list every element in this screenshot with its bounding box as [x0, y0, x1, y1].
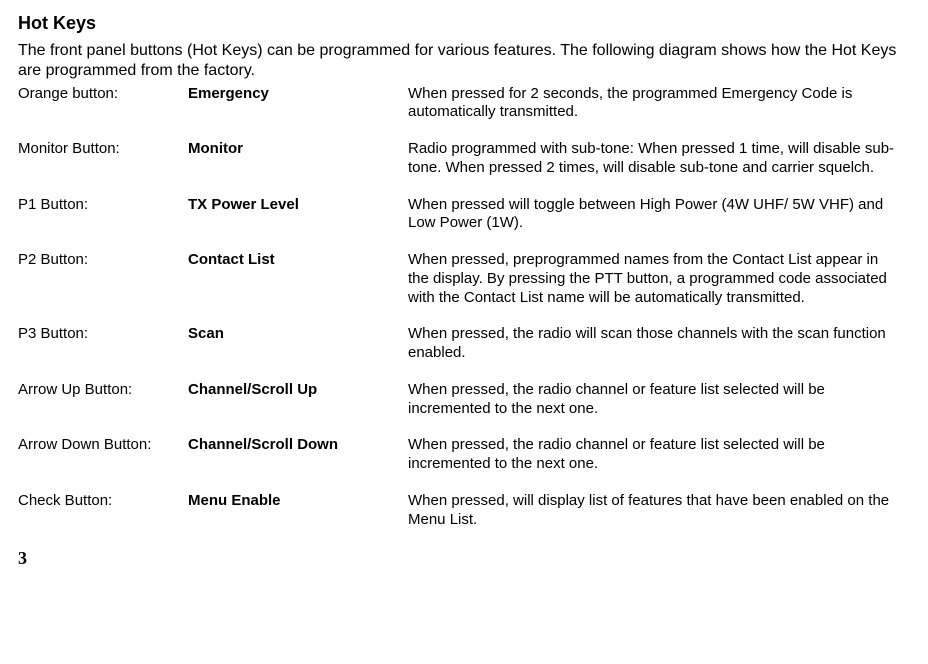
- function-label: Channel/Scroll Up: [188, 381, 408, 419]
- table-row: P2 Button: Contact List When pressed, pr…: [18, 251, 910, 307]
- description-text: When pressed, the radio channel or featu…: [408, 436, 910, 474]
- button-label: P2 Button:: [18, 251, 188, 307]
- description-text: When pressed will toggle between High Po…: [408, 196, 910, 234]
- table-row: Check Button: Menu Enable When pressed, …: [18, 492, 910, 530]
- description-text: When pressed, will display list of featu…: [408, 492, 910, 530]
- function-label: TX Power Level: [188, 196, 408, 234]
- button-label: P3 Button:: [18, 325, 188, 363]
- button-label: P1 Button:: [18, 196, 188, 234]
- table-row: Arrow Down Button: Channel/Scroll Down W…: [18, 436, 910, 474]
- description-text: When pressed, preprogrammed names from t…: [408, 251, 910, 307]
- function-label: Scan: [188, 325, 408, 363]
- table-row: Arrow Up Button: Channel/Scroll Up When …: [18, 381, 910, 419]
- button-label: Monitor Button:: [18, 140, 188, 178]
- intro-text: The front panel buttons (Hot Keys) can b…: [18, 41, 910, 81]
- function-label: Contact List: [188, 251, 408, 307]
- function-label: Emergency: [188, 85, 408, 123]
- description-text: When pressed for 2 seconds, the programm…: [408, 85, 910, 123]
- table-row: P1 Button: TX Power Level When pressed w…: [18, 196, 910, 234]
- function-label: Menu Enable: [188, 492, 408, 530]
- function-label: Channel/Scroll Down: [188, 436, 408, 474]
- table-row: Orange button: Emergency When pressed fo…: [18, 85, 910, 123]
- description-text: When pressed, the radio channel or featu…: [408, 381, 910, 419]
- page-number: 3: [18, 547, 910, 570]
- table-row: P3 Button: Scan When pressed, the radio …: [18, 325, 910, 363]
- button-label: Arrow Down Button:: [18, 436, 188, 474]
- table-row: Monitor Button: Monitor Radio programmed…: [18, 140, 910, 178]
- page-title: Hot Keys: [18, 12, 910, 35]
- button-label: Arrow Up Button:: [18, 381, 188, 419]
- hotkeys-table: Orange button: Emergency When pressed fo…: [18, 85, 910, 540]
- function-label: Monitor: [188, 140, 408, 178]
- button-label: Check Button:: [18, 492, 188, 530]
- description-text: Radio programmed with sub-tone: When pre…: [408, 140, 910, 178]
- description-text: When pressed, the radio will scan those …: [408, 325, 910, 363]
- button-label: Orange button:: [18, 85, 188, 123]
